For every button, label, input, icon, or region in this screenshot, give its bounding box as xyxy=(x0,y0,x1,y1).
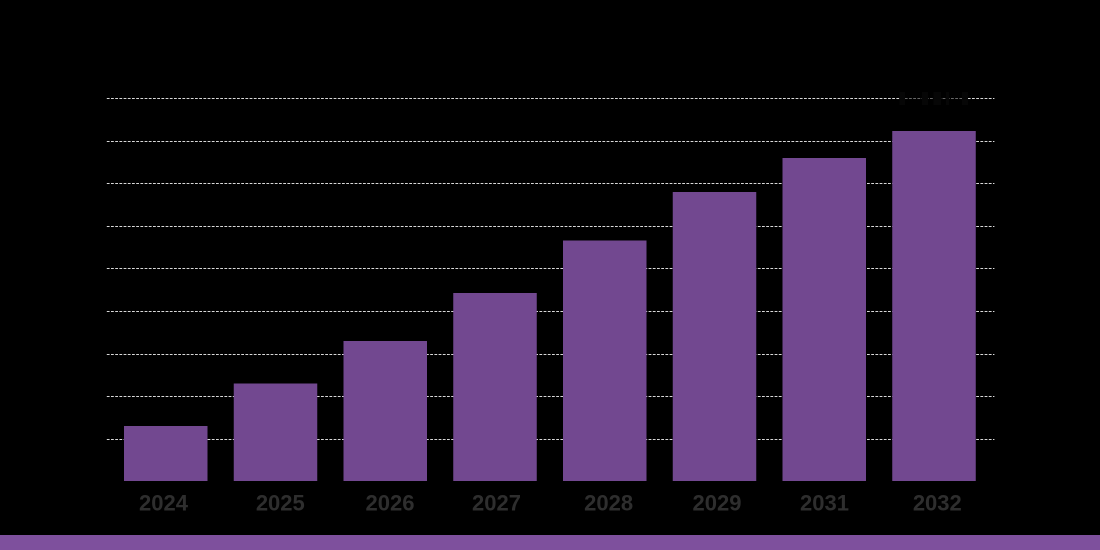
svg-text:2024: 2024 xyxy=(139,491,189,516)
svg-text:2032: 2032 xyxy=(913,491,962,516)
svg-text:2031: 2031 xyxy=(800,491,849,516)
svg-text:2027: 2027 xyxy=(472,491,521,516)
svg-text:2028: 2028 xyxy=(584,491,633,516)
svg-text:2029: 2029 xyxy=(693,491,742,516)
svg-text:2026: 2026 xyxy=(366,491,415,516)
svg-text:2025: 2025 xyxy=(256,491,305,516)
